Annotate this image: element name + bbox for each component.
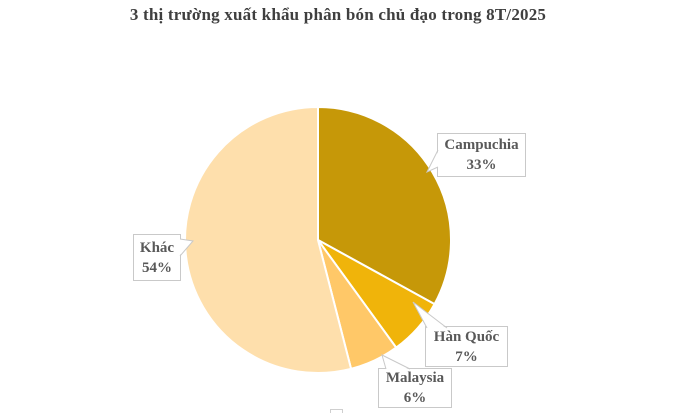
callout-khac-label: Khác — [139, 239, 175, 256]
callout-han-quoc-label: Hàn Quốc — [433, 328, 500, 345]
callout-han-quoc-value: 7% — [455, 348, 478, 365]
pie-slice-khac — [184, 106, 353, 374]
callout-campuchia-label: Campuchia — [444, 137, 519, 153]
callout-campuchia: Campuchia 33% — [437, 133, 526, 177]
callout-malaysia-value: 6% — [403, 390, 427, 406]
callout-han-quoc: Hàn Quốc 7% — [425, 326, 508, 367]
chart-title: 3 thị trường xuất khẩu phân bón chủ đạo … — [129, 5, 547, 24]
callout-khac-value: 54% — [142, 259, 172, 276]
callout-khac: Khác 54% — [133, 234, 181, 281]
callout-malaysia: Malaysia 6% — [378, 368, 452, 408]
callout-campuchia-value: 33% — [466, 157, 497, 173]
legend-swatch-fragment — [330, 409, 343, 413]
callout-malaysia-label: Malaysia — [385, 370, 445, 386]
